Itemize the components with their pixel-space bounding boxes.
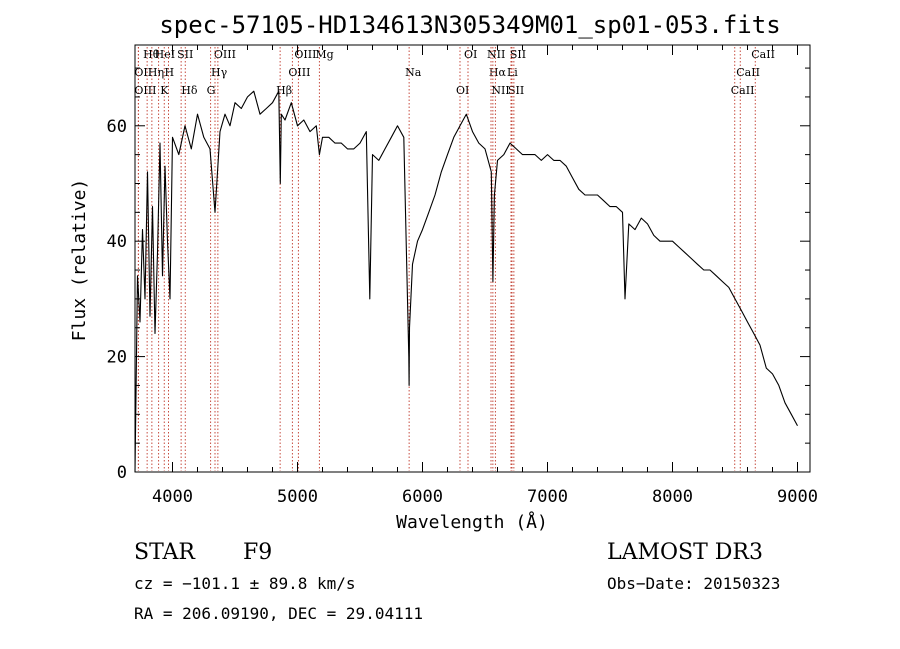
spectral-line-label: OIII xyxy=(294,48,316,61)
spectral-line-label: OI xyxy=(456,84,469,97)
x-tick-label: 9000 xyxy=(777,487,818,507)
y-tick-label: 20 xyxy=(107,348,127,368)
spectral-line-label: Li xyxy=(507,66,518,79)
spectral-line-label: OI xyxy=(464,48,477,61)
spectral-lines-layer: HθOIIOIIIHeIHηKSIIHHδOIIIHγGOIIIOIIIHβMg… xyxy=(134,47,775,471)
x-axis-label: Wavelength (Å) xyxy=(396,511,548,533)
x-tick-label: 6000 xyxy=(402,487,443,507)
spectral-line-label: SII xyxy=(510,48,526,61)
spectral-line-label: Hη xyxy=(148,66,164,79)
survey-name: LAMOST DR3 xyxy=(607,540,763,565)
spectral-line-label: OIII xyxy=(288,66,310,79)
spectral-line-label: HeI xyxy=(155,48,175,61)
spectral-line-label: CaII xyxy=(736,66,760,79)
x-tick-label: 4000 xyxy=(152,487,193,507)
y-axis-label: Flux (relative) xyxy=(69,179,90,342)
spectral-line-label: Hα xyxy=(489,66,507,79)
axes-layer: 4000 5000 6000 7000 8000 9000 0 20 40 60 xyxy=(107,44,818,507)
x-tick-label: 5000 xyxy=(277,487,318,507)
spectral-line-label: Hγ xyxy=(211,66,228,79)
y-tick-label: 40 xyxy=(107,232,127,252)
x-tick-label: 8000 xyxy=(652,487,693,507)
spectral-line-label: OIII xyxy=(214,48,236,61)
spectral-line-label: Na xyxy=(405,66,422,79)
observation-date: Obs−Date: 20150323 xyxy=(607,574,780,593)
coordinates: RA = 206.09190, DEC = 29.04111 xyxy=(134,604,423,623)
flux-series-line xyxy=(134,90,798,473)
spectral-line-label: Hθ xyxy=(143,48,160,61)
spectral-line-label: H xyxy=(165,66,175,79)
y-tick-label: 0 xyxy=(117,463,127,483)
x-tick-label: 7000 xyxy=(527,487,568,507)
spectral-line-label: G xyxy=(207,84,216,97)
spectral-line-label: CaII xyxy=(731,84,755,97)
spectral-line-label: CaII xyxy=(751,48,775,61)
spectral-line-label: Mg xyxy=(315,48,333,61)
spectral-line-label: K xyxy=(160,84,169,97)
y-tick-label: 60 xyxy=(107,117,127,137)
series-layer xyxy=(134,90,798,473)
spectral-line-label: Hδ xyxy=(181,84,198,97)
redshift-velocity: cz = −101.1 ± 89.8 km/s xyxy=(134,574,356,593)
chart-title: spec-57105-HD134613N305349M01_sp01-053.f… xyxy=(159,11,780,39)
spectral-line-label: SII xyxy=(508,84,524,97)
spectral-line-label: Hβ xyxy=(276,84,292,97)
spectral-subclass: F9 xyxy=(243,540,272,565)
spectral-line-label: OIII xyxy=(134,84,156,97)
object-class: STAR xyxy=(134,540,196,565)
spectral-line-label: NII xyxy=(491,84,509,97)
spectral-line-label: NII xyxy=(487,48,505,61)
plot-frame xyxy=(134,44,811,473)
